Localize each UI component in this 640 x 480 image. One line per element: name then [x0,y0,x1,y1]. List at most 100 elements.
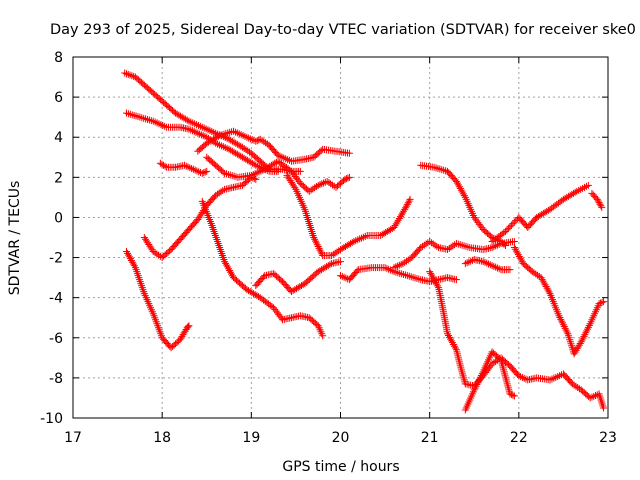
data-point [490,243,498,251]
data-point [381,264,389,272]
data-point [574,384,582,392]
track-18 [510,244,608,358]
data-point [255,136,263,144]
data-point [579,334,587,342]
data-point [411,274,419,282]
data-point [141,235,149,243]
data-point [123,249,131,257]
track-10 [252,258,344,296]
data-point [463,259,471,267]
data-point [327,180,335,188]
data-point [247,173,255,181]
data-point [458,188,466,196]
data-point [492,263,500,271]
data-point [124,110,132,118]
data-point [127,256,135,264]
data-point [385,265,393,273]
data-point [230,172,238,180]
data-point [399,209,407,217]
data-point [199,132,207,140]
data-point [242,146,250,154]
data-point [562,326,570,334]
data-point [540,279,548,287]
data-point [201,168,209,176]
data-point [504,224,512,232]
data-point [138,114,146,122]
data-point [337,272,344,280]
y-axis-label: SDTVAR / TECUs [7,181,23,296]
data-point [503,226,511,234]
data-point [145,241,153,249]
data-point [449,340,457,348]
data-point [544,286,552,294]
data-point [426,268,434,276]
data-point [400,270,408,278]
data-point [571,188,579,196]
data-point [457,186,465,194]
data-point [397,260,405,268]
data-point [128,111,136,119]
data-point [582,329,590,337]
data-point [323,177,331,185]
data-point [429,273,437,281]
data-point [325,179,333,187]
data-point [317,147,325,155]
data-point [337,258,344,266]
data-point [193,167,201,175]
data-point [203,167,211,175]
data-point [396,269,404,277]
data-point [590,392,598,400]
data-point [539,277,547,285]
data-point [203,133,211,141]
data-point [572,382,580,390]
data-point [586,394,594,402]
data-point [286,166,294,174]
y-tick-label: -10 [40,411,63,427]
data-point [399,260,407,268]
data-point [598,203,606,211]
data-point [319,332,327,340]
data-point [296,167,304,175]
data-point [315,244,323,252]
data-point [148,246,156,254]
data-point [429,240,437,248]
data-point [155,251,163,259]
data-point [475,377,483,385]
data-point [305,187,313,195]
data-point [492,357,500,365]
axis-ticks: 17 18 19 20 21 22 23 -10 -8 -6 -4 -2 0 2 4 6 8 [40,50,617,446]
data-point [462,242,470,250]
data-point [345,149,353,157]
data-point [404,199,412,207]
track-9 [123,248,193,352]
track-5 [156,159,211,177]
data-point [184,323,192,331]
data-point [446,335,454,343]
data-point [407,273,415,281]
data-point [397,211,405,219]
data-point [560,323,568,331]
data-point [471,384,479,392]
data-point [310,234,318,241]
data-point [596,200,604,208]
data-point [454,240,462,248]
data-point [394,262,402,270]
data-point [197,210,205,218]
data-point [514,251,522,259]
data-point [483,259,491,267]
data-point [477,371,485,379]
data-point [520,374,528,382]
data-point [394,269,402,277]
data-point [353,267,361,275]
x-tick-label: 20 [332,430,350,446]
data-point [238,143,246,151]
y-tick-label: -4 [49,291,63,307]
data-point [130,262,138,270]
data-point [187,126,195,134]
data-point [124,251,132,259]
data-point [130,111,138,119]
track-3 [194,127,353,165]
data-point [584,323,592,331]
data-point [245,134,253,142]
data-point [413,274,421,282]
